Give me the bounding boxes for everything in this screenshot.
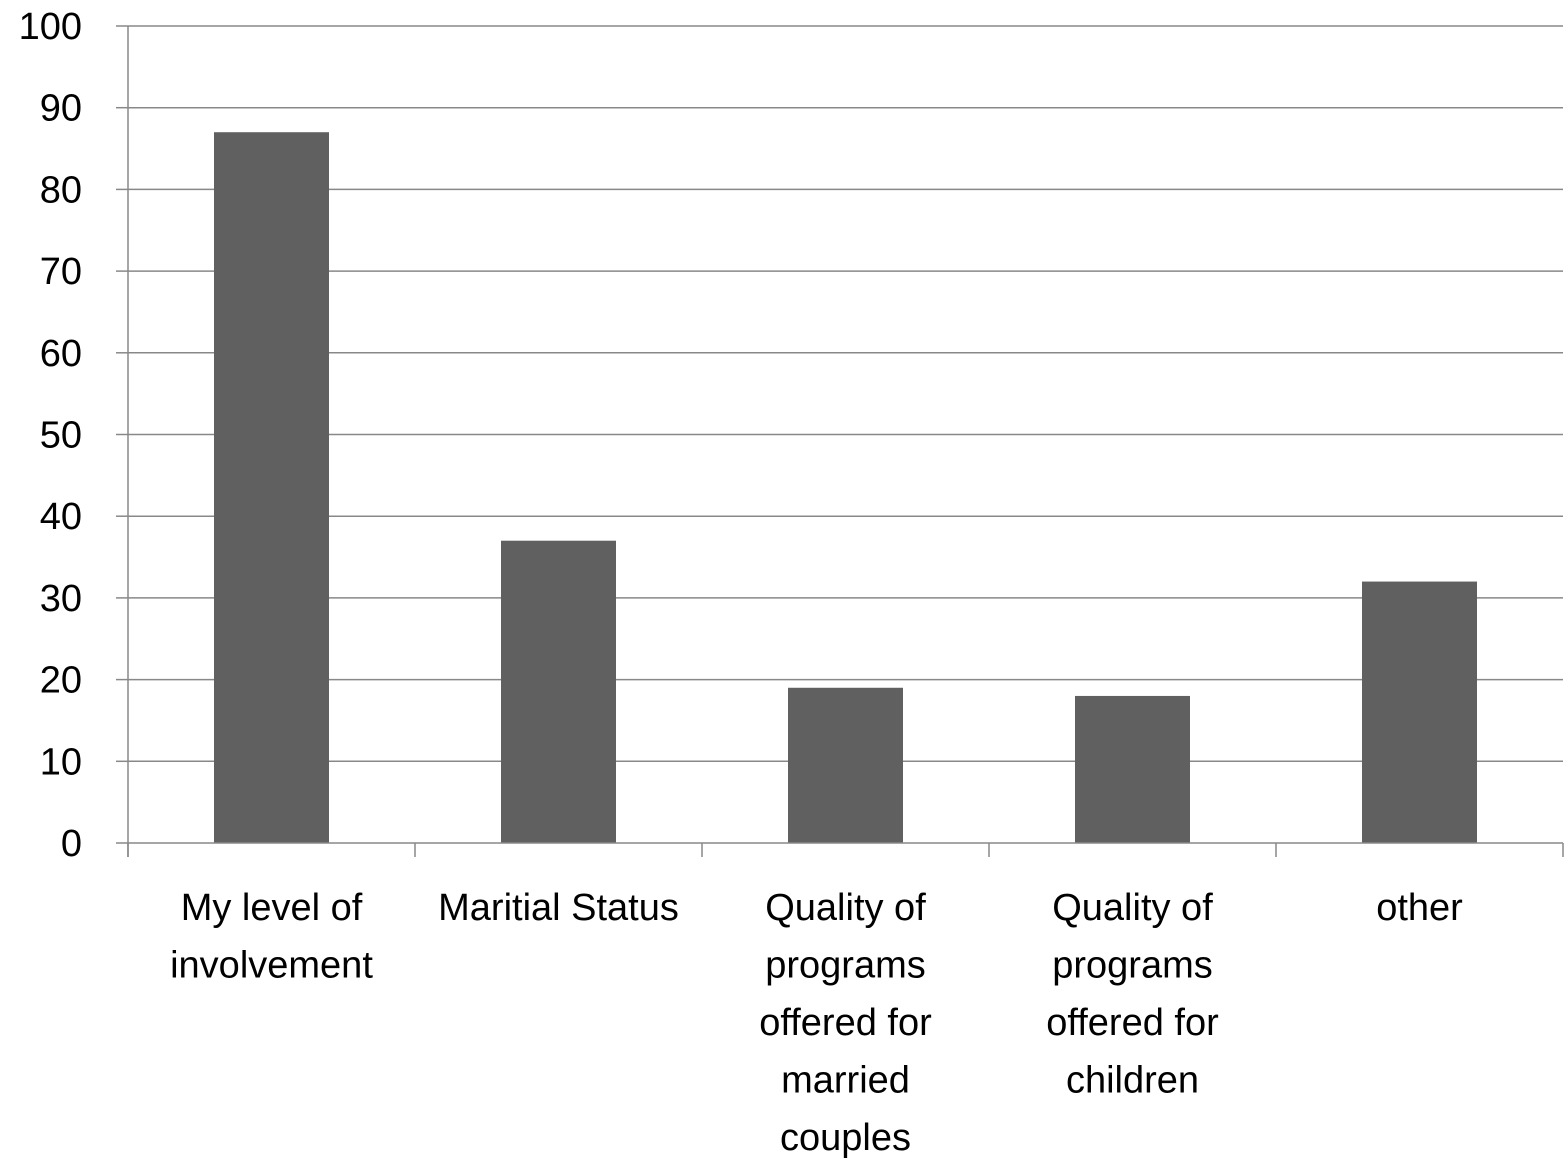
bar xyxy=(788,687,903,843)
bars xyxy=(214,132,1477,843)
y-tick-label: 20 xyxy=(40,660,82,702)
x-category-label-line: other xyxy=(1376,887,1463,929)
x-category-label-line: married xyxy=(781,1060,910,1102)
x-category-label: Quality of programs offered for married coup… xyxy=(759,887,932,1159)
x-category-label: Quality of programs offered for children xyxy=(1046,887,1219,1102)
y-tick-label: 100 xyxy=(19,6,82,48)
x-category-label: Maritial Status xyxy=(438,887,679,929)
x-category-label-line: Quality of xyxy=(765,887,926,929)
axes xyxy=(116,25,1564,857)
x-category-label-line: offered for xyxy=(1046,1002,1219,1044)
y-tick-label: 40 xyxy=(40,496,82,538)
y-tick-label: 30 xyxy=(40,578,82,620)
y-tick-label: 60 xyxy=(40,333,82,375)
x-axis-category-labels: My level of involvement Maritial Status Qua… xyxy=(170,887,1463,1159)
x-category-label-line: children xyxy=(1066,1060,1199,1102)
y-tick-label: 0 xyxy=(61,823,82,865)
x-category-label-line: Maritial Status xyxy=(438,887,679,929)
y-tick-label: 10 xyxy=(40,741,82,783)
y-tick-label: 90 xyxy=(40,88,82,130)
x-category-label-line: Quality of xyxy=(1052,887,1213,929)
x-category-label-line: My level of xyxy=(181,887,363,929)
y-tick-label: 80 xyxy=(40,169,82,211)
y-tick-label: 70 xyxy=(40,251,82,293)
gridlines xyxy=(128,25,1563,763)
x-category-label-line: involvement xyxy=(170,945,373,987)
y-tick-label: 50 xyxy=(40,415,82,457)
x-category-label-line: offered for xyxy=(759,1002,932,1044)
x-category-label-line: programs xyxy=(765,945,926,987)
bar xyxy=(1362,581,1477,843)
bar xyxy=(1075,695,1190,843)
bar xyxy=(214,132,329,843)
y-axis-tick-labels: 0 10 20 30 40 50 60 70 80 90 100 xyxy=(19,6,82,865)
x-category-label: My level of involvement xyxy=(170,887,373,987)
x-category-label: other xyxy=(1376,887,1463,929)
x-category-label-line: couples xyxy=(780,1117,911,1159)
x-category-label-line: programs xyxy=(1052,945,1213,987)
bar xyxy=(501,540,616,843)
